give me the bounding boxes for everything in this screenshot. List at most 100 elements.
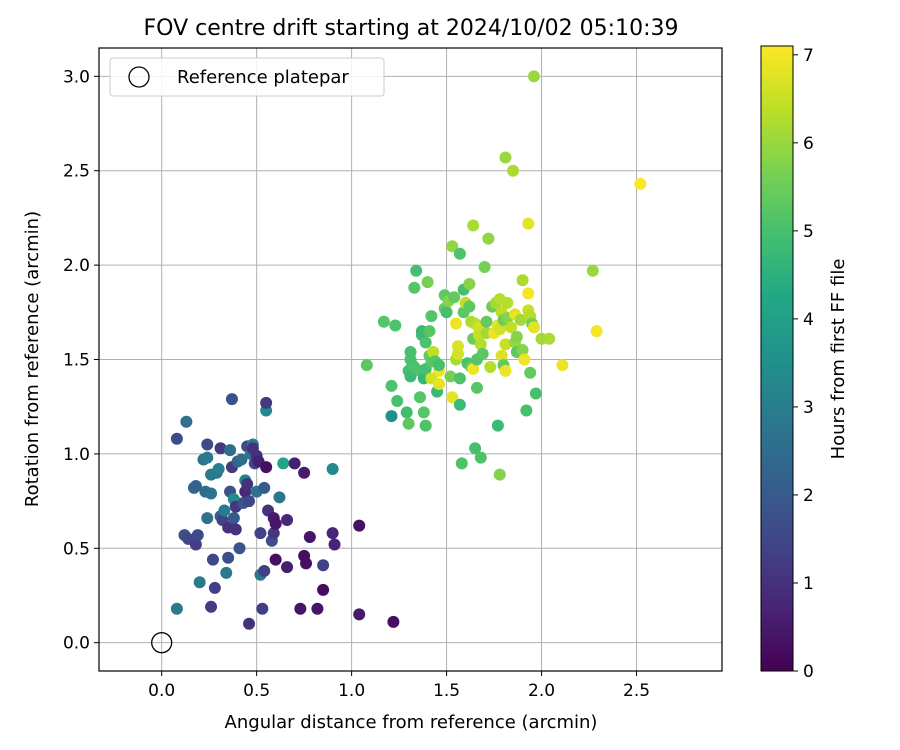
data-point <box>476 347 489 360</box>
data-point <box>516 344 529 357</box>
data-point <box>256 602 269 615</box>
data-point <box>520 404 533 417</box>
data-point <box>225 393 238 406</box>
data-points <box>151 70 647 654</box>
x-tick-label: 1.0 <box>338 681 365 701</box>
data-point <box>281 561 294 574</box>
y-tick-label: 3.0 <box>63 67 90 87</box>
data-point <box>453 372 466 385</box>
colorbar-tick-label: 2 <box>803 486 814 506</box>
data-point <box>543 332 556 345</box>
data-point <box>385 410 398 423</box>
legend-marker-icon <box>128 66 150 88</box>
data-point <box>191 529 204 542</box>
data-point <box>440 306 453 319</box>
data-point <box>634 177 647 190</box>
data-point <box>451 340 464 353</box>
data-point <box>408 281 421 294</box>
colorbar-tick-label: 6 <box>803 134 814 154</box>
data-point <box>432 378 445 391</box>
data-point <box>410 264 423 277</box>
data-point <box>353 608 366 621</box>
data-point <box>527 70 540 83</box>
data-point <box>469 442 482 455</box>
data-point <box>404 370 417 383</box>
y-tick-label: 1.0 <box>63 445 90 465</box>
colorbar-gradient <box>760 45 794 672</box>
data-point <box>201 451 214 464</box>
data-point <box>413 391 426 404</box>
data-point <box>224 444 237 457</box>
data-point <box>586 264 599 277</box>
data-point <box>360 359 373 372</box>
data-point <box>590 325 603 338</box>
data-point <box>170 602 183 615</box>
data-point <box>208 581 221 594</box>
data-point <box>258 564 271 577</box>
data-point <box>404 345 417 358</box>
data-point <box>254 527 267 540</box>
data-point <box>400 406 413 419</box>
data-point <box>514 313 527 326</box>
x-tick-label: 0.5 <box>243 681 270 701</box>
data-point <box>419 419 432 432</box>
data-point <box>455 457 468 470</box>
legend-box <box>109 57 385 97</box>
data-point <box>170 432 183 445</box>
colorbar-tick-label: 0 <box>803 662 814 682</box>
data-point <box>222 551 235 564</box>
data-point <box>470 381 483 394</box>
data-point <box>212 462 225 475</box>
data-point <box>419 336 432 349</box>
data-point <box>260 396 273 409</box>
data-point <box>522 217 535 230</box>
data-point <box>298 466 311 479</box>
data-point <box>189 538 202 551</box>
data-point <box>214 442 227 455</box>
x-axis-label: Angular distance from reference (arcmin) <box>225 712 598 733</box>
data-point <box>260 461 273 474</box>
data-point <box>425 310 438 323</box>
data-point <box>241 478 254 491</box>
data-point <box>507 164 520 177</box>
data-point <box>505 321 518 334</box>
data-point <box>516 274 529 287</box>
data-point <box>233 542 246 555</box>
data-point <box>227 512 240 525</box>
data-point <box>326 462 339 475</box>
data-point <box>229 523 242 536</box>
colorbar-tick-label: 4 <box>803 310 814 330</box>
data-point <box>258 481 271 494</box>
data-point <box>218 504 231 517</box>
data-point <box>326 527 339 540</box>
data-point <box>527 321 540 334</box>
data-point <box>328 538 341 551</box>
data-point <box>243 617 256 630</box>
data-point <box>205 600 218 613</box>
data-point <box>317 583 330 596</box>
legend: Reference platepar <box>109 57 385 97</box>
data-point <box>556 359 569 372</box>
data-point <box>402 417 415 430</box>
chart-title: FOV centre drift starting at 2024/10/02 … <box>144 16 679 41</box>
data-point <box>269 553 282 566</box>
colorbar-tick-label: 7 <box>803 46 814 66</box>
data-point <box>243 495 256 508</box>
data-point <box>427 345 440 358</box>
data-point <box>467 362 480 375</box>
data-point <box>529 387 542 400</box>
colorbar-tick-label: 1 <box>803 574 814 594</box>
data-point <box>482 232 495 245</box>
colorbar-tick-label: 5 <box>803 222 814 242</box>
y-axis-label: Rotation from reference (arcmin) <box>22 211 43 507</box>
data-point <box>193 576 206 589</box>
colorbar-ticks: 0 1 2 3 4 5 6 7 <box>793 46 814 682</box>
y-tick-label: 0.0 <box>63 634 90 654</box>
data-point <box>499 151 512 164</box>
data-point <box>311 602 324 615</box>
legend-label: Reference platepar <box>177 67 349 88</box>
data-point <box>495 349 508 362</box>
data-point <box>478 260 491 273</box>
data-point <box>463 277 476 290</box>
data-point <box>446 240 459 253</box>
